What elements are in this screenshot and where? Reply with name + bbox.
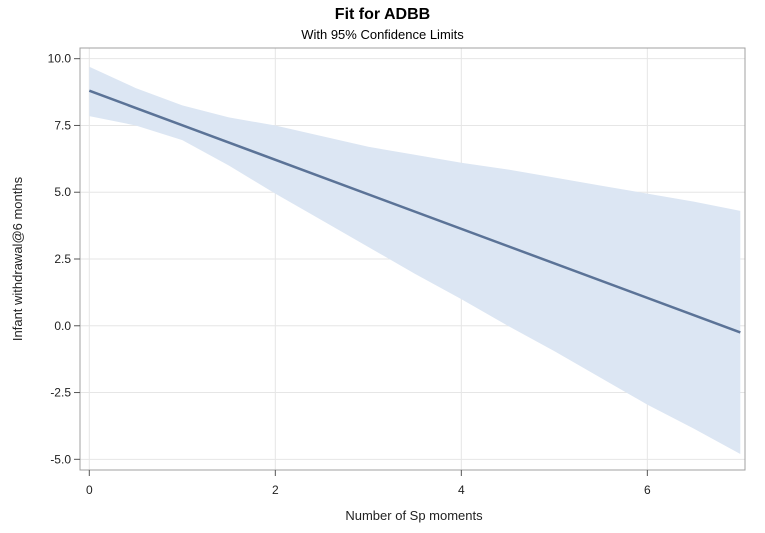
fit-line — [88, 89, 741, 334]
chart-subtitle: With 95% Confidence Limits — [301, 27, 464, 42]
chart-title: Fit for ADBB — [334, 6, 431, 23]
y-tick-label: 0.0 — [54, 319, 71, 333]
x-tick-label: 4 — [458, 483, 465, 497]
y-tick-label: 5.0 — [54, 185, 71, 199]
axis-layer: 0 2 4 6 -5.0 -2.5 0.0 2.5 5.0 7.5 10.0 — [48, 52, 651, 497]
y-axis-label: Infant withdrawal@6 months — [10, 176, 25, 341]
x-tick-label: 6 — [644, 483, 651, 497]
x-tick-label: 2 — [272, 483, 279, 497]
y-tick-label: -2.5 — [50, 386, 71, 400]
y-tick-label: -5.0 — [50, 452, 71, 466]
y-tick-label: 7.5 — [54, 118, 71, 132]
y-tick-label: 2.5 — [54, 252, 71, 266]
x-axis-label: Number of Sp moments — [345, 508, 483, 523]
y-tick-label: 10.0 — [48, 52, 72, 66]
x-tick-label: 0 — [86, 483, 93, 497]
confidence-band — [89, 66, 741, 454]
